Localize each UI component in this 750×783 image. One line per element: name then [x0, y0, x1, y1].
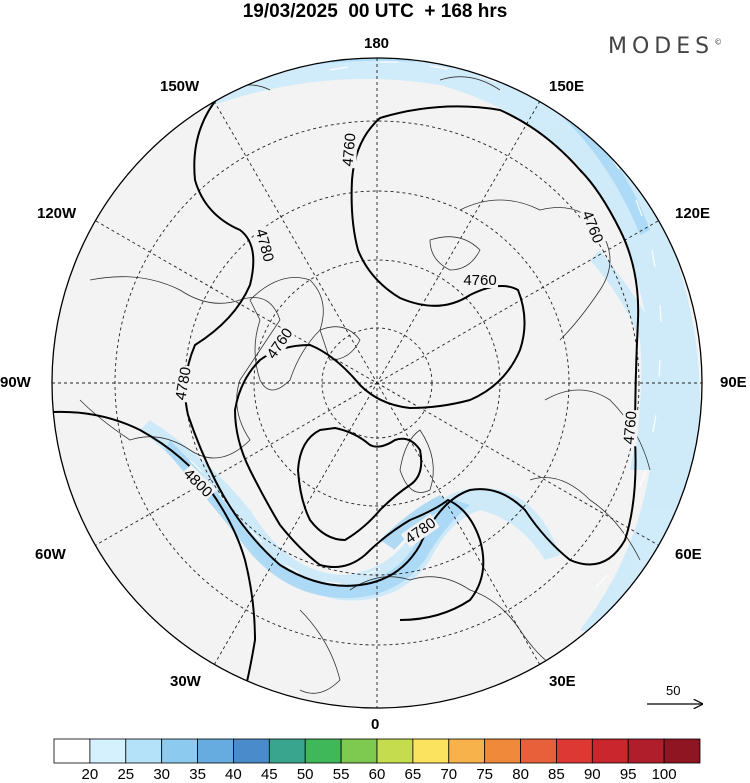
lon-label-30w: 30W [170, 673, 201, 690]
colorbar-tick-label: 20 [81, 766, 99, 783]
colorbar [53, 738, 701, 764]
brand-logo: MODES© [608, 34, 722, 59]
colorbar-tick-label: 95 [619, 766, 637, 783]
brand-name: MODES [608, 34, 715, 59]
colorbar-swatch [448, 738, 486, 764]
colorbar-swatch [591, 738, 629, 764]
lon-label-180: 180 [364, 35, 390, 52]
map-title: 19/03/2025 00 UTC + 168 hrs [242, 1, 508, 22]
colorbar-swatch [556, 738, 593, 764]
colorbar-swatch [627, 738, 665, 764]
colorbar-tick-label: 30 [153, 766, 171, 783]
map-border [51, 57, 703, 709]
colorbar-swatch [53, 738, 91, 764]
lon-label-120e: 120E [675, 205, 711, 222]
contour-label: 4760 [463, 272, 496, 289]
colorbar-swatch [376, 738, 414, 764]
contour-label: 4760 [621, 410, 641, 445]
colorbar-swatch [304, 738, 342, 764]
vector-scale-label: 50 [666, 683, 681, 698]
lon-label-90w: 90W [0, 374, 31, 391]
colorbar-tick-label: 25 [117, 766, 135, 783]
colorbar-swatch [197, 738, 234, 764]
colorbar-tick-label: 90 [583, 766, 601, 783]
colorbar-swatch [268, 738, 306, 764]
coastlines [79, 76, 651, 694]
lon-label-0: 0 [371, 716, 380, 733]
colorbar-tick-label: 75 [476, 766, 494, 783]
colorbar-tick-label: 80 [512, 766, 529, 783]
lon-label-150e: 150E [549, 78, 585, 95]
colorbar-tick-label: 55 [332, 766, 350, 783]
colorbar-tick-label: 100 [651, 766, 677, 783]
colorbar-swatch [484, 738, 521, 764]
lon-label-120w: 120W [37, 205, 77, 222]
colorbar-swatch [663, 738, 701, 764]
colorbar-tick-label: 60 [368, 766, 386, 783]
colorbar-tick-label: 35 [189, 766, 206, 783]
contour-label: 4780 [172, 366, 195, 402]
colorbar-swatch [161, 738, 198, 764]
contour-label: 4760 [340, 132, 360, 167]
lon-label-60e: 60E [675, 546, 702, 563]
copyright-mark: © [714, 37, 723, 47]
colorbar-tick-label: 40 [225, 766, 242, 783]
colorbar-swatch [340, 738, 378, 764]
colorbar-tick-label: 85 [548, 766, 565, 783]
height-contours [52, 94, 640, 691]
colorbar-swatch [125, 738, 163, 764]
lon-label-30e: 30E [549, 673, 576, 690]
colorbar-swatch [89, 738, 127, 764]
colorbar-tick-label: 45 [260, 766, 278, 783]
colorbar-swatch [233, 738, 270, 764]
graticule [52, 58, 702, 708]
colorbar-tick-label: 65 [404, 766, 422, 783]
lon-label-60w: 60W [35, 546, 66, 563]
colorbar-tick-label: 70 [440, 766, 458, 783]
colorbar-swatch [520, 738, 557, 764]
colorbar-swatch [412, 738, 450, 764]
lon-label-150w: 150W [160, 78, 200, 95]
lon-label-90e: 90E [720, 374, 747, 391]
colorbar-tick-label: 50 [296, 766, 314, 783]
